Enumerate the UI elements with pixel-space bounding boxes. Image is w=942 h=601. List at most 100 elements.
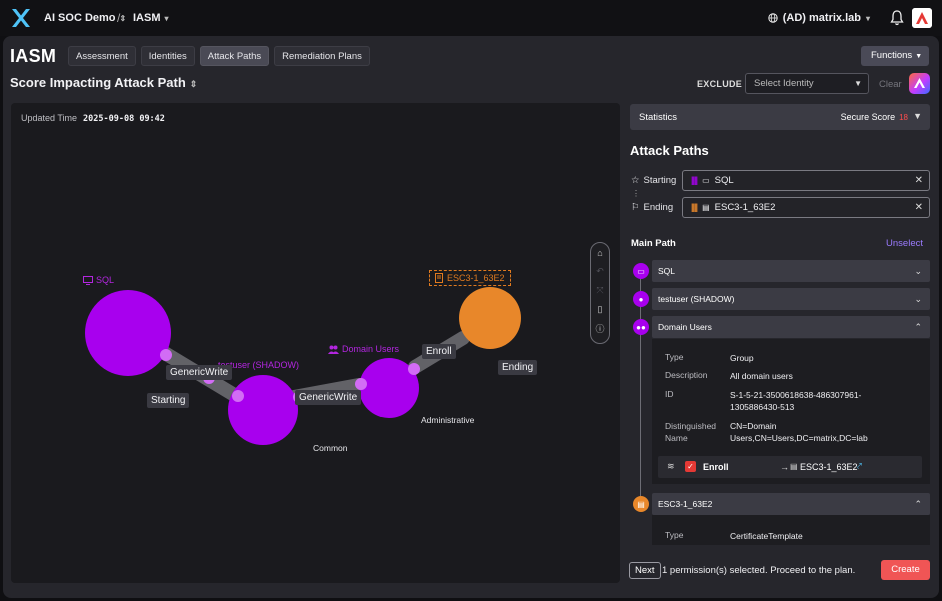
severity-bars-icon: |||| [691,175,698,185]
chevron-down-icon: ▼ [854,79,862,88]
exclude-label: EXCLUDE [697,79,743,89]
starting-label: ☆ Starting [631,175,676,186]
identity-select[interactable]: Select Identity ▼ [745,73,869,94]
node-label-testuser: testuser (SHADOW) [218,360,299,370]
clear-button[interactable]: Clear [879,79,902,90]
detail-value: Group [730,353,754,363]
undo-icon[interactable]: ↶ [596,266,604,276]
section-switcher[interactable]: IASM ▾ [133,12,169,24]
node-testuser[interactable] [228,375,298,445]
next-badge: Next [629,562,661,579]
chevron-down-icon: ▾ [164,13,169,23]
edge-port [232,390,244,402]
section-title-text: Score Impacting Attack Path [10,75,186,90]
ending-field[interactable]: |||| ▤ ESC3-1_63E2 ✕ [682,197,930,218]
close-icon[interactable]: ✕ [914,202,923,213]
link-icon[interactable]: ⤤ [857,461,863,471]
node-domain-users[interactable] [359,358,419,418]
close-icon[interactable]: ✕ [914,175,923,186]
tier-label-common: Common [313,443,348,453]
tab-attack-paths[interactable]: Attack Paths [199,46,270,66]
section-name: IASM [133,12,161,24]
tab-assessment[interactable]: Assessment [68,46,136,66]
node-esc[interactable] [459,287,521,349]
secure-score: Secure Score 18 [841,112,908,122]
ai-assistant-button[interactable] [909,73,930,94]
page-title: IASM [10,46,57,66]
permission-row[interactable]: ≋ ✓ Enroll → ▤ ESC3-1_63E2 ⤤ [658,456,922,478]
workspace-switcher[interactable]: AI SOC Demo ⇕ [44,12,126,24]
detail-value: CN=Domain Users,CN=Users,DC=matrix,DC=la… [730,421,868,443]
starting-field[interactable]: |||| ▭ SQL ✕ [682,170,930,191]
updown-icon: ⇕ [119,13,127,23]
star-icon: ☆ [631,175,640,186]
path-node-user-icon: ● [633,291,649,307]
main-path-label-text: Main Path [631,238,676,249]
tab-remediation-plans[interactable]: Remediation Plans [274,46,370,66]
path-item-domain-users[interactable]: Domain Users ⌃ [652,316,930,338]
bell-icon[interactable] [890,10,904,26]
path-item-esc[interactable]: ESC3-1_63E2 ⌃ [652,493,930,515]
expand-icon[interactable]: ⤧ [596,285,604,295]
node-label-domain-users-text: Domain Users [342,344,400,354]
edge-port [355,378,367,390]
detail-key: Type [665,352,684,362]
path-node-cert-icon: ▤ [633,496,649,512]
secure-score-label: Secure Score [840,112,896,122]
info-icon[interactable]: ⓘ [595,324,605,334]
detail-value: CertificateTemplate [730,531,803,541]
tier-label-starting: Starting [147,393,190,408]
create-button[interactable]: Create [881,560,930,580]
tenant-switcher[interactable]: (AD) matrix.lab ▾ [768,12,870,24]
chevron-down-icon: ▼ [915,53,923,60]
node-label-domain-users: Domain Users [328,344,399,354]
brand-logo-icon[interactable] [912,8,932,28]
detail-key: Type [665,530,684,540]
functions-button[interactable]: Functions ▼ [861,46,929,66]
path-node-sql-icon: ▭ [633,263,649,279]
graph-svg [85,287,521,445]
statistics-bar[interactable]: Statistics Secure Score 18 ▼ [630,104,930,130]
path-item-label: Domain Users [658,322,712,332]
edge-port [160,349,172,361]
updated-time: Updated Time 2025-09-08 09:42 [21,113,165,124]
secure-score-value: 18 [899,113,908,122]
unselect-button[interactable]: Unselect [886,238,923,249]
layers-icon: ≋ [667,461,675,471]
monitor-icon [83,275,93,285]
updated-value: 2025-09-08 09:42 [83,114,165,124]
ending-label: ⚐ Ending [631,202,673,213]
node-label-testuser-text: testuser (SHADOW) [218,360,300,370]
section-title[interactable]: Score Impacting Attack Path ⇕ [10,75,197,90]
tier-label-administrative: Administrative [421,415,475,425]
flag-icon: ⚐ [631,202,640,213]
path-item-testuser[interactable]: testuser (SHADOW) ⌄ [652,288,930,310]
globe-icon [768,13,778,23]
top-bar: AI SOC Demo ⇕ / IASM ▾ (AD) matrix.lab ▾ [0,0,942,36]
node-label-esc: ESC3-1_63E2 [429,270,511,286]
certificate-icon: ▤ [702,203,710,212]
certificate-icon: ▤ [790,462,798,471]
arrow-right-icon: → [780,462,789,472]
node-sql[interactable] [85,290,171,376]
certificate-icon [435,273,443,283]
edge-label[interactable]: GenericWrite [295,390,362,405]
node-label-sql-text: SQL [96,275,115,285]
path-item-label: testuser (SHADOW) [658,294,735,304]
edge-label[interactable]: GenericWrite [166,365,233,380]
group-icon [328,345,339,354]
tab-bar: Assessment Identities Attack Paths Remed… [68,46,370,66]
mouse-icon[interactable]: ▯ [597,304,603,314]
path-node-group-icon: ●● [633,319,649,335]
path-item-sql[interactable]: SQL ⌄ [652,260,930,282]
edge-label[interactable]: Enroll [422,344,456,359]
path-item-details-esc: Type CertificateTemplate [652,515,930,545]
home-icon[interactable]: ⌂ [597,247,603,258]
tier-label-ending: Ending [498,360,538,375]
checkbox-checked-icon[interactable]: ✓ [685,461,696,472]
ending-value: ESC3-1_63E2 [714,202,776,213]
app-logo-icon[interactable] [10,7,32,29]
permission-label: Enroll [703,462,729,472]
attack-path-graph[interactable]: Updated Time 2025-09-08 09:42 SQL testuse… [11,103,620,583]
tab-identities[interactable]: Identities [140,46,195,66]
